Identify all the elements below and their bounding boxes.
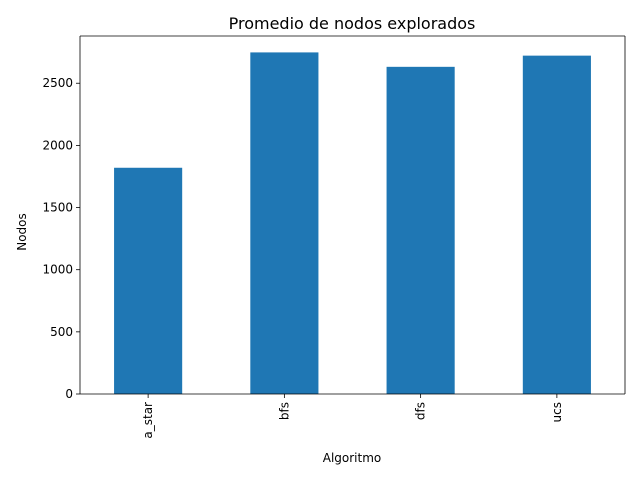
bar-dfs bbox=[386, 66, 455, 395]
y-axis-label: Nodos bbox=[15, 213, 29, 251]
bar-a_star bbox=[114, 167, 183, 394]
bar-ucs bbox=[522, 55, 591, 394]
x-axis-label: Algoritmo bbox=[323, 451, 382, 465]
y-tick-label: 2000 bbox=[42, 138, 73, 152]
y-tick-label: 1000 bbox=[42, 263, 73, 277]
x-tick-label: ucs bbox=[550, 402, 564, 422]
y-tick-label: 2500 bbox=[42, 76, 73, 90]
plot-area: a_star bfs dfs ucs 0 500 1000 1500 2000 2500 bbox=[42, 35, 626, 439]
y-tick-label: 1500 bbox=[42, 201, 73, 215]
chart-title: Promedio de nodos explorados bbox=[229, 14, 476, 33]
y-tick-label: 500 bbox=[50, 325, 73, 339]
x-tick-label: dfs bbox=[414, 402, 428, 420]
x-tick-label: a_star bbox=[141, 402, 155, 439]
bar-bfs bbox=[250, 52, 319, 395]
x-tick-label: bfs bbox=[277, 402, 291, 420]
y-tick-label: 0 bbox=[65, 387, 73, 401]
